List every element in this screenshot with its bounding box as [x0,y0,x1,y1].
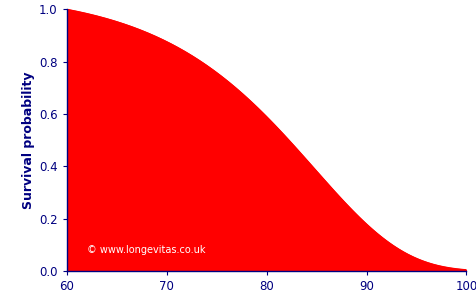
Text: © www.longevitas.co.uk: © www.longevitas.co.uk [87,245,205,255]
Y-axis label: Survival probability: Survival probability [22,71,35,209]
